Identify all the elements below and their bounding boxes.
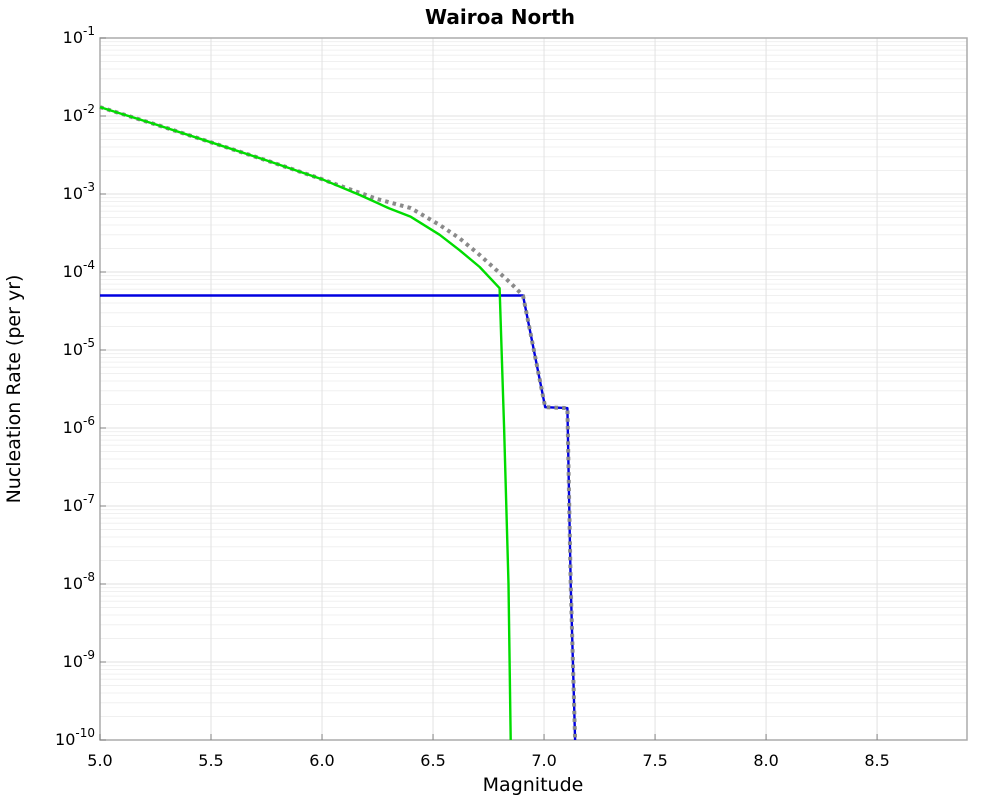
- x-tick-label: 7.5: [642, 751, 667, 770]
- grid-major: [100, 38, 967, 740]
- y-tick-label: 10-6: [63, 414, 95, 437]
- x-tick-label: 5.0: [87, 751, 112, 770]
- y-tick-label: 10-10: [55, 726, 95, 749]
- series-green-solid-line: [99, 105, 512, 741]
- grid-minor: [100, 41, 967, 718]
- x-tick-label: 6.0: [309, 751, 334, 770]
- y-tick-labels: 10-1 10-2 10-3 10-4 10-5 10-6 10-7 10-8 10-9 10-1…: [55, 24, 95, 749]
- y-tick-label: 10-2: [63, 102, 95, 125]
- y-tick-label: 10-7: [63, 492, 95, 515]
- y-tick-label: 10-5: [63, 336, 95, 359]
- x-tick-label: 6.5: [420, 751, 445, 770]
- x-tick-label: 8.5: [864, 751, 889, 770]
- x-tick-label: 7.0: [531, 751, 556, 770]
- x-tick-label: 8.0: [753, 751, 778, 770]
- x-tick-label: 5.5: [198, 751, 223, 770]
- y-tick-label: 10-1: [63, 24, 95, 47]
- y-tick-label: 10-9: [63, 648, 95, 671]
- axis-ticks: [99, 37, 878, 741]
- chart-title: Wairoa North: [425, 5, 575, 29]
- y-tick-label: 10-4: [63, 258, 95, 281]
- plot-border: [99, 37, 968, 741]
- x-tick-labels: 5.0 5.5 6.0 6.5 7.0 7.5 8.0 8.5: [87, 751, 890, 770]
- y-axis-label: Nucleation Rate (per yr): [3, 275, 25, 504]
- y-tick-label: 10-3: [63, 180, 95, 203]
- x-axis-label: Magnitude: [483, 774, 584, 796]
- series-lines: [99, 105, 578, 741]
- y-tick-label: 10-8: [63, 570, 95, 593]
